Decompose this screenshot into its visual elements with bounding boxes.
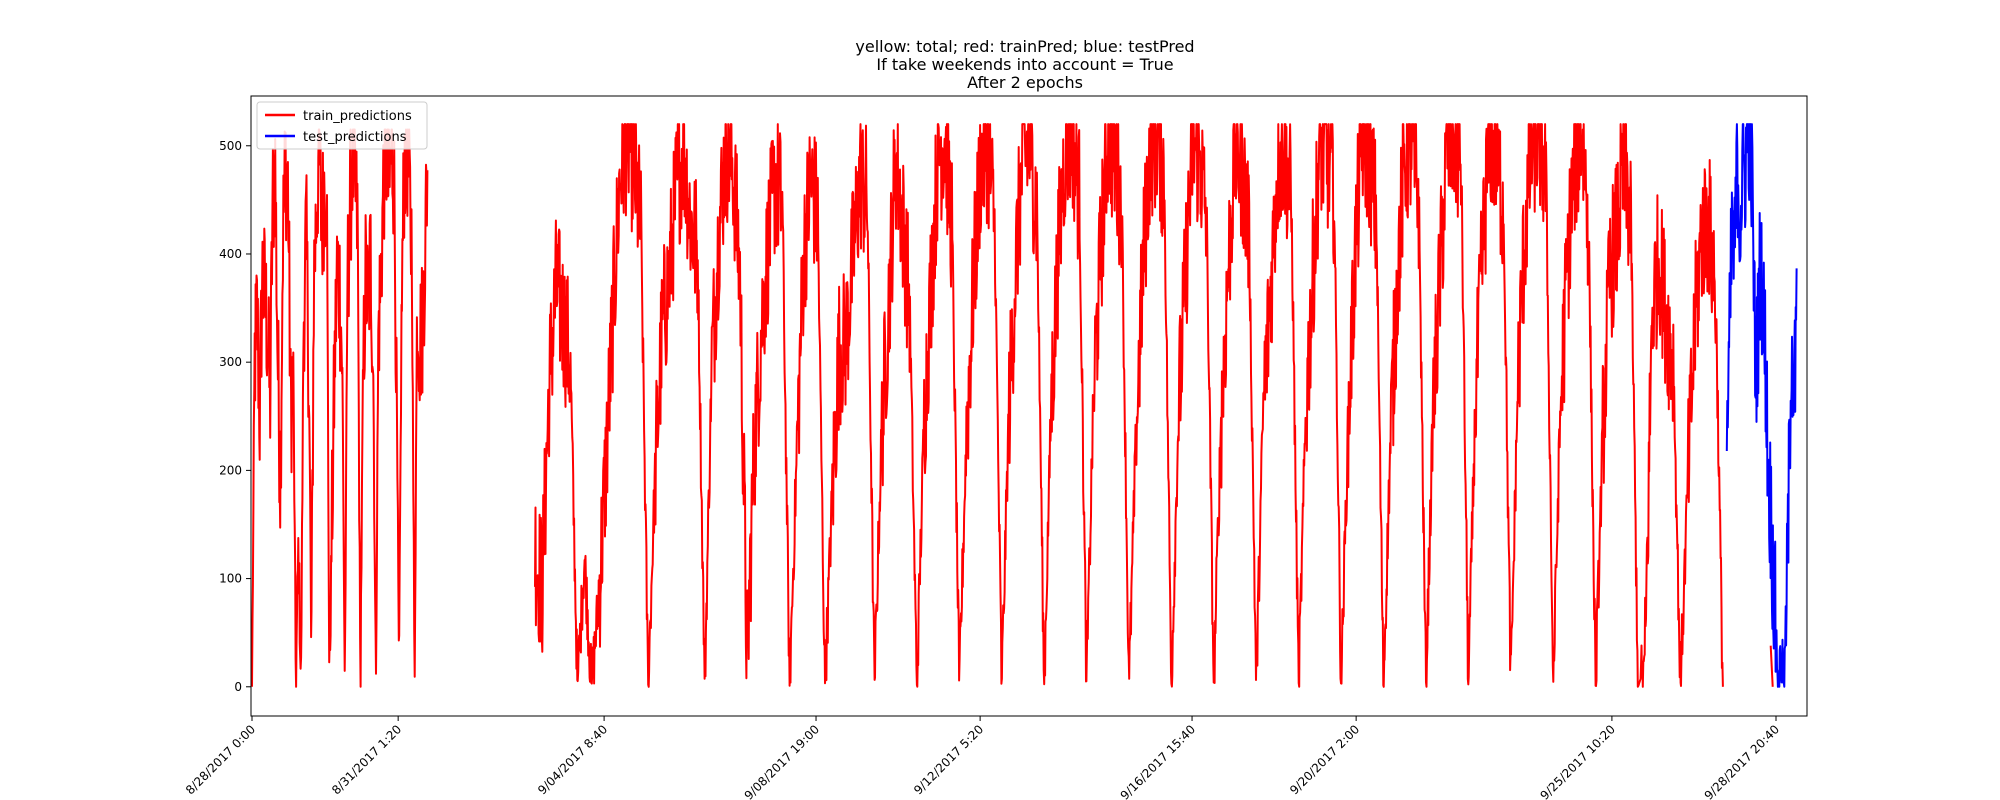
legend: train_predictions test_predictions [256,101,428,150]
series-train_predictions-segment-2 [534,123,1724,688]
legend-label-train: train_predictions [303,109,412,124]
legend-box [256,101,428,150]
series-train_predictions-segment-3 [1769,645,1774,687]
series-test_predictions-segment-1 [1725,123,1798,688]
x-tick-label: 9/25/2017 10:20 [1537,722,1618,800]
title-line-3: After 2 epochs [967,73,1083,92]
y-tick-label: 500 [219,139,242,153]
x-tick-label: 9/28/2017 20:40 [1702,722,1783,800]
legend-label-test: test_predictions [303,130,407,145]
x-tick-label: 9/12/2017 5:20 [911,722,986,797]
x-tick-label: 9/16/2017 15:40 [1118,722,1199,800]
y-tick-label: 100 [219,572,242,586]
x-tick-label: 9/08/2017 19:00 [742,722,823,800]
series-train_predictions-segment-1 [251,128,429,688]
y-tick-label: 200 [219,463,242,477]
x-tick-label: 9/04/2017 8:40 [535,722,610,797]
title-line-2: If take weekends into account = True [876,55,1173,74]
x-axis: 8/28/2017 0:00 8/31/2017 1:20 9/04/2017 8:… [183,716,1782,800]
series-layer [251,123,1798,688]
x-tick-label: 9/20/2017 2:00 [1287,722,1362,797]
chart-title: yellow: total; red: trainPred; blue: tes… [855,37,1194,92]
x-tick-label: 8/31/2017 1:20 [329,722,404,797]
x-tick-label: 8/28/2017 0:00 [183,722,258,797]
y-axis: 0 100 200 300 400 500 [219,139,251,694]
y-tick-label: 0 [234,680,242,694]
plot-frame [250,95,1808,717]
y-tick-label: 300 [219,355,242,369]
title-line-1: yellow: total; red: trainPred; blue: tes… [855,37,1194,56]
y-tick-label: 400 [219,247,242,261]
